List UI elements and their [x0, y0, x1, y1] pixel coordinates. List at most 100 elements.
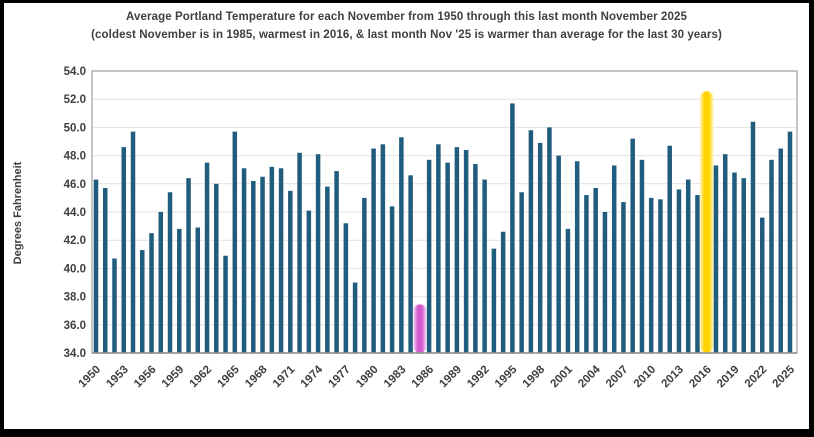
bar-1962 — [204, 162, 210, 353]
x-tick-label: 1965 — [215, 363, 242, 390]
bar-2018 — [722, 154, 728, 353]
bar-1967 — [251, 180, 256, 353]
x-tick-label: 1962 — [188, 364, 215, 391]
plot-area: 34.0 36.0 38.0 40.0 42.0 44.0 46.0 48.0 50.0 52.0… — [64, 66, 798, 391]
x-tick-label: 2001 — [548, 363, 575, 390]
x-tick-label: 1953 — [104, 364, 131, 391]
bar-2005 — [602, 212, 608, 353]
bar-1953 — [121, 147, 127, 353]
bar-2000 — [556, 155, 561, 353]
x-tick-label: 1983 — [382, 364, 409, 391]
x-tick-label: 1977 — [326, 364, 353, 391]
bar-1992 — [482, 179, 487, 353]
bar-2011 — [658, 199, 663, 353]
chart-subtitle: (coldest November is in 1985, warmest in… — [91, 29, 722, 41]
bar-1976 — [334, 171, 339, 353]
bar-1993 — [491, 248, 497, 353]
bar-2025 — [787, 131, 793, 353]
bar-1975 — [325, 186, 330, 353]
bar-1963 — [214, 183, 219, 353]
x-tick-label: 1995 — [493, 363, 520, 390]
bar-1957 — [158, 212, 164, 353]
bar-1980 — [371, 148, 376, 353]
bar-1988 — [445, 162, 450, 353]
bar-2021 — [750, 121, 756, 353]
bar-1959 — [177, 228, 182, 353]
bar-2010 — [648, 197, 654, 353]
bar-2007 — [621, 202, 626, 353]
bar-1985 — [413, 304, 426, 353]
y-tick-label: 38.0 — [64, 292, 86, 304]
bar-2002 — [574, 161, 580, 353]
bar-1996 — [519, 192, 524, 353]
bar-1977 — [343, 223, 349, 353]
bar-2022 — [759, 217, 765, 353]
y-tick-label: 54.0 — [64, 66, 86, 78]
bar-1966 — [241, 168, 247, 353]
y-tick-label: 40.0 — [64, 263, 86, 275]
bar-1961 — [195, 227, 201, 353]
bar-1983 — [399, 137, 404, 353]
bar-2003 — [584, 195, 589, 353]
bar-2020 — [741, 178, 746, 353]
bar-1973 — [306, 210, 312, 353]
bar-2009 — [639, 159, 645, 353]
y-tick-label: 42.0 — [64, 235, 86, 247]
bar-1969 — [269, 166, 275, 353]
bar-2001 — [565, 228, 571, 353]
bar-1978 — [352, 282, 358, 353]
x-tick-label: 1950 — [77, 364, 104, 391]
y-tick-label: 48.0 — [64, 151, 86, 163]
bar-1968 — [260, 176, 265, 353]
y-tick-label: 50.0 — [64, 122, 86, 134]
bar-2012 — [667, 145, 672, 353]
bar-1984 — [408, 175, 413, 353]
bar-1955 — [140, 250, 145, 353]
chart-title: Average Portland Temperature for each No… — [126, 11, 687, 23]
bar-1951 — [103, 188, 108, 353]
bar-2004 — [593, 188, 598, 353]
bar-2019 — [732, 172, 737, 353]
bar-2024 — [778, 148, 783, 353]
bar-1956 — [149, 233, 154, 353]
bar-1998 — [537, 142, 543, 353]
y-tick-label: 52.0 — [64, 94, 86, 106]
bar-1990 — [463, 149, 469, 353]
bar-1972 — [297, 152, 302, 353]
x-tick-label: 1959 — [160, 364, 187, 391]
x-tick-label: 1971 — [271, 363, 298, 390]
x-tick-label: 1968 — [243, 363, 270, 390]
x-tick-label: 1986 — [410, 364, 437, 391]
x-tick-label: 2007 — [604, 364, 631, 391]
bar-2016 — [700, 91, 713, 353]
bar-1958 — [167, 192, 173, 353]
x-tick-label: 2019 — [715, 364, 742, 391]
x-tick-label: 2010 — [632, 364, 659, 391]
y-tick-label: 36.0 — [64, 320, 86, 332]
bar-1999 — [547, 127, 552, 354]
x-tick-label: 2013 — [659, 364, 686, 391]
bar-2023 — [769, 159, 774, 353]
x-tick-label: 1974 — [299, 363, 326, 390]
bar-1965 — [232, 131, 238, 353]
x-tick-label: 1956 — [132, 364, 159, 391]
x-tick-label: 2022 — [743, 364, 770, 391]
bar-1989 — [454, 147, 460, 353]
bar-1954 — [130, 131, 136, 353]
bar-1964 — [223, 255, 228, 353]
x-tick-label: 1998 — [521, 363, 548, 390]
bar-1979 — [362, 197, 367, 353]
bar-1974 — [315, 154, 321, 353]
bar-2013 — [676, 189, 682, 353]
bar-1982 — [389, 206, 395, 353]
bar-2008 — [630, 138, 635, 353]
x-tick-label: 2025 — [771, 363, 798, 390]
y-tick-label: 44.0 — [64, 207, 86, 219]
bar-2014 — [685, 179, 691, 353]
bar-1950 — [93, 179, 99, 353]
bar-1994 — [500, 231, 506, 353]
bar-2015 — [695, 195, 700, 353]
x-tick-label: 1980 — [354, 364, 381, 391]
bar-1991 — [473, 164, 478, 353]
